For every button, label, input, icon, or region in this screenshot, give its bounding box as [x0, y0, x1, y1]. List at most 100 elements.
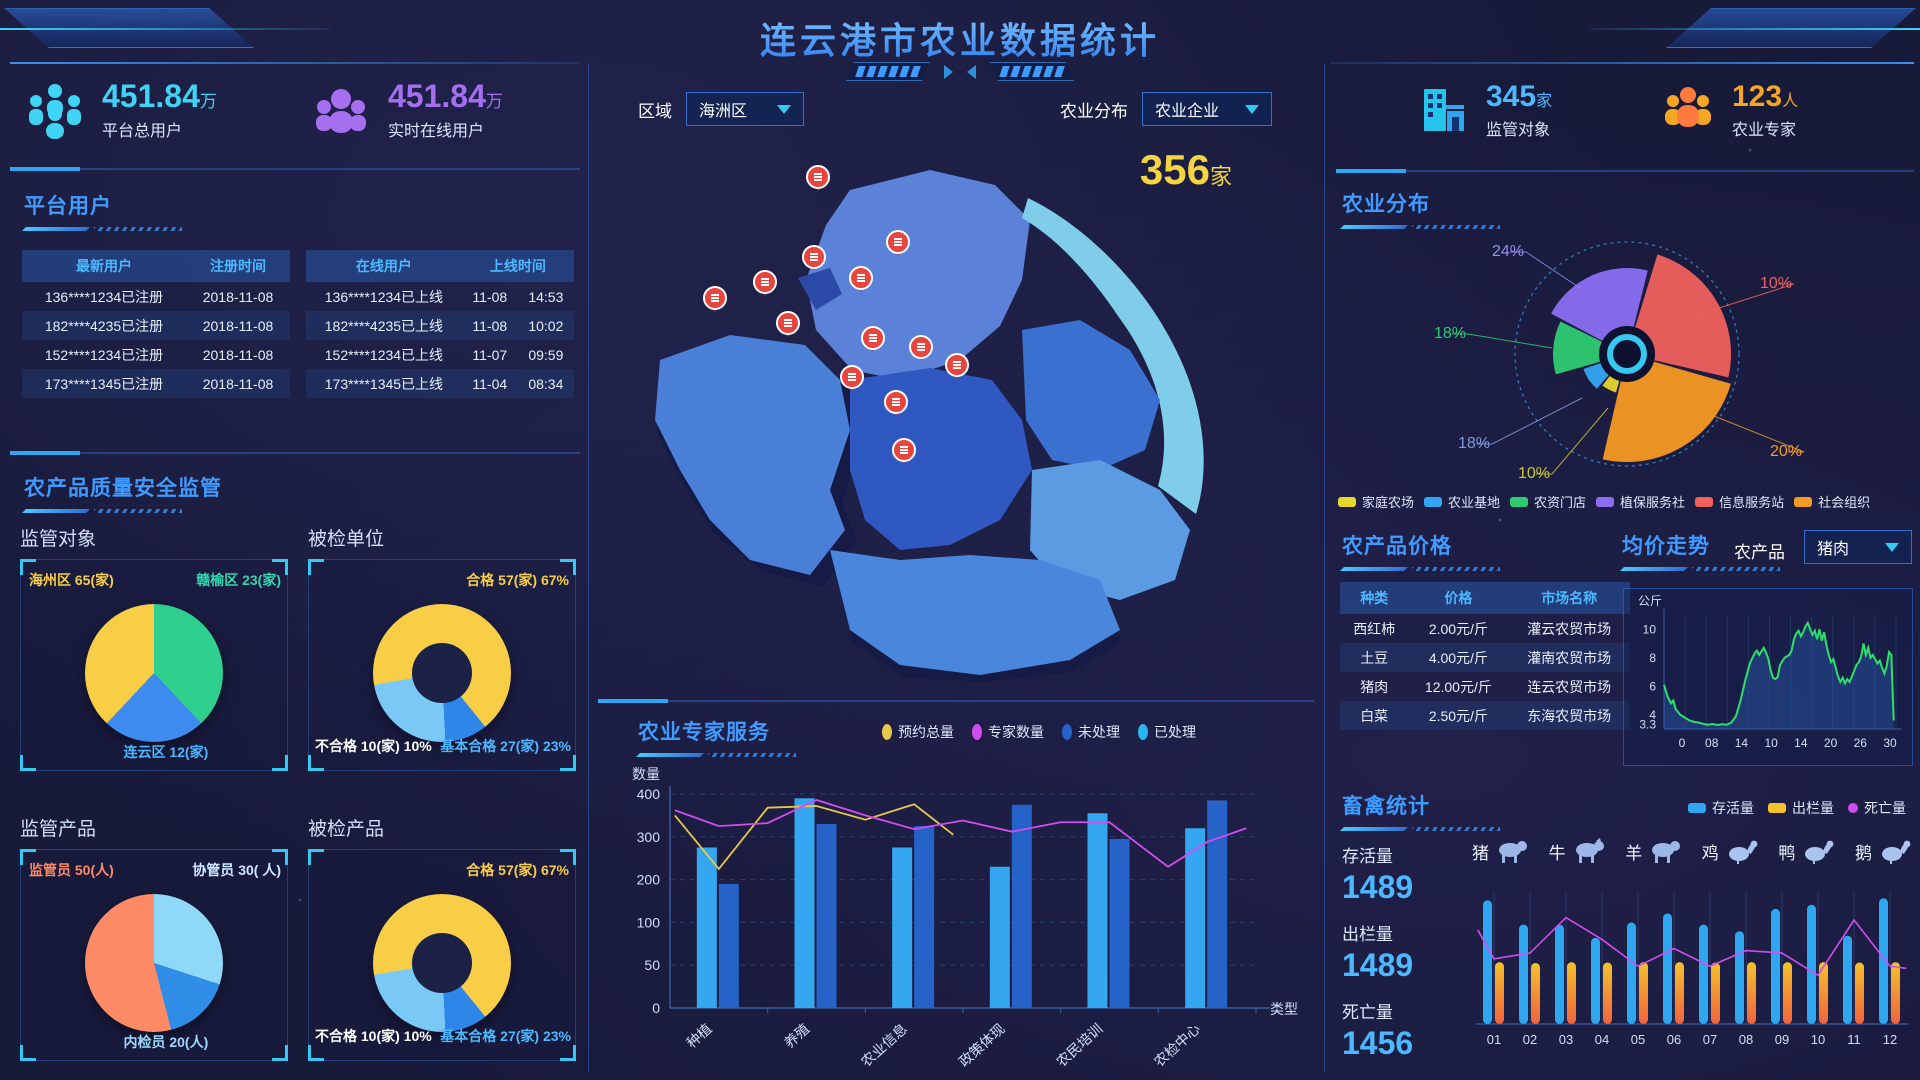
legend-label: 预约总量: [898, 724, 954, 740]
section-title-quality: 农产品质量安全监管: [24, 477, 222, 500]
map-pin[interactable]: [802, 245, 826, 271]
legend-item: 专家数量: [972, 722, 1044, 742]
y-tick-label: 50: [644, 957, 660, 973]
table-row: 152****1234已上线 11-07 09:59: [306, 340, 574, 369]
donut-hole: [412, 933, 472, 994]
corner-bracket: [272, 559, 288, 575]
pie-chart: [373, 604, 511, 743]
table-cell: 连云农贸市场: [1527, 678, 1612, 695]
x-category-label: 农民培训: [1053, 1020, 1105, 1069]
legend-swatch: [1848, 803, 1858, 813]
map-pin[interactable]: [909, 335, 933, 361]
table-cell: 东海农贸市场: [1508, 701, 1630, 730]
map-pin[interactable]: [945, 353, 969, 379]
legend-item: 植保服务社: [1596, 492, 1685, 511]
district-coast[interactable]: [1022, 198, 1204, 514]
district-east[interactable]: [1022, 320, 1160, 470]
table-row: 182****4235已上线 11-08 10:02: [306, 311, 574, 340]
distribution-dropdown[interactable]: 农业企业: [1142, 92, 1272, 126]
left-section-divider: [10, 167, 580, 171]
corner-bracket: [560, 849, 576, 865]
price-table-head: 种类 价格 市场名称: [1340, 582, 1630, 614]
legend-swatch: [1596, 496, 1615, 507]
table-cell: 11-04: [461, 369, 518, 398]
y-tick-label: 100: [637, 914, 661, 930]
pie-label: 基本合格 27(家) 23%: [440, 1028, 571, 1044]
divider-center-right: [1324, 64, 1325, 1072]
lake-shape: [798, 268, 842, 310]
map-pin[interactable]: [849, 266, 873, 292]
bar-out: [1783, 962, 1792, 1024]
map-pin[interactable]: [776, 311, 800, 337]
bar-out: [1603, 962, 1612, 1024]
map-pin[interactable]: [806, 165, 830, 191]
pie-label: 合格 57(家) 67%: [466, 862, 569, 878]
corner-bracket: [308, 559, 324, 575]
caret-down-icon: [1245, 104, 1259, 114]
legend-swatch: [1794, 496, 1813, 507]
bar-out: [1819, 962, 1828, 1024]
stat-experts: 123人 农业专家: [1660, 80, 1798, 140]
map-pin[interactable]: [884, 390, 908, 416]
price-trend-chart: 公斤 10 8 6 43.3 0 08 14 10 14 20 26 30 日期: [1638, 594, 1920, 750]
chevron-right-icon: [944, 64, 953, 79]
table-cell: 152****1234已注册: [44, 346, 164, 363]
register-users-table: 最新用户 注册时间 136****1234已注册 2018-11-08 182****…: [22, 250, 290, 398]
trend-section-title-wrap: 均价走势: [1622, 530, 1780, 573]
animal-label: 鹅: [1854, 843, 1872, 863]
rose-pct-label: 10%: [1760, 275, 1792, 292]
map-pin[interactable]: [703, 286, 727, 312]
district-south[interactable]: [830, 550, 1120, 675]
pie-label: 不合格 10(家) 10%: [315, 1028, 432, 1044]
district-center[interactable]: [850, 368, 1032, 550]
table-cell: 10:02: [517, 311, 574, 340]
legend-label: 死亡量: [1864, 800, 1906, 816]
bar-alive: [1843, 935, 1852, 1024]
animal-label: 鸭: [1778, 843, 1796, 863]
month-label: 12: [1883, 1032, 1897, 1047]
district-west[interactable]: [655, 335, 850, 575]
animal-icon-牛: [1575, 838, 1604, 863]
chevron-left-icon: [967, 64, 976, 79]
rose-pct-label: 10%: [1518, 465, 1550, 482]
month-label: 09: [1775, 1032, 1789, 1047]
table-cell: 土豆: [1340, 643, 1409, 672]
header-line-left: [0, 28, 330, 30]
legend-item: 预约总量: [882, 722, 954, 742]
animal-item-牛: 牛: [1549, 838, 1606, 864]
district-north[interactable]: [806, 170, 1030, 380]
pie-label: 协管员 30( 人): [192, 862, 281, 878]
building-icon: [1424, 89, 1464, 131]
rose-outer-ring: [1514, 241, 1740, 467]
month-label: 05: [1631, 1032, 1645, 1047]
map-pin[interactable]: [892, 438, 916, 464]
bar-out: [1531, 962, 1540, 1024]
title-underline: [1342, 825, 1512, 833]
bar-未处理: [718, 883, 739, 1008]
map-pin[interactable]: [861, 326, 885, 352]
table-header-cell: 上线时间: [461, 250, 574, 282]
region-dropdown[interactable]: 海洲区: [686, 92, 804, 126]
price-table-body: 西红柿 2.00元/斤 灌云农贸市场 土豆 4.00元/斤 灌南农贸市场 猪肉 12.00元/…: [1340, 614, 1630, 730]
livestock-stat-label: 存活量: [1342, 847, 1393, 866]
district-southeast[interactable]: [1030, 460, 1190, 600]
map-pin[interactable]: [840, 365, 864, 391]
x-tick-label: 0: [1679, 736, 1686, 750]
x-category-label: 养殖: [781, 1020, 813, 1051]
region-control: 区域 海洲区: [638, 92, 804, 126]
animal-item-鸡: 鸡: [1702, 838, 1759, 864]
product-dropdown[interactable]: 猪肉: [1804, 530, 1912, 564]
pie-box: 合格 57(家) 67% 不合格 10(家) 10% 基本合格 27(家) 23%: [308, 559, 576, 771]
bar-已处理: [989, 866, 1010, 1008]
donut-hole: [412, 643, 472, 704]
map-pin[interactable]: [753, 270, 777, 296]
section-title-platform-users: 平台用户: [24, 195, 112, 218]
title-underline: [1342, 223, 1512, 231]
livestock-chart: 01 02 03 04 05 06 07 08 09 10 11 12: [1476, 892, 1908, 1047]
region-map[interactable]: [600, 130, 1310, 682]
corner-bracket: [20, 755, 36, 771]
map-pin[interactable]: [886, 230, 910, 256]
livestock-stat-label: 死亡量: [1342, 1003, 1393, 1022]
region-label: 区域: [638, 101, 672, 121]
livestock-legend: 存活量 出栏量 死亡量: [1688, 798, 1906, 818]
